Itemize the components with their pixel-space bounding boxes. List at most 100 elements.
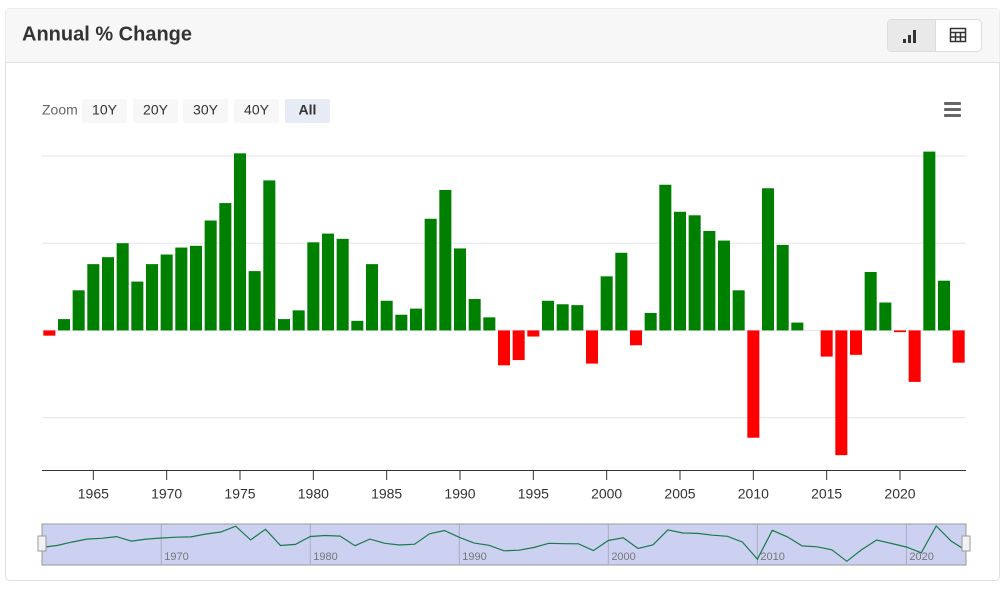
navigator-tick-label: 1990 — [462, 551, 486, 563]
bar — [615, 252, 628, 331]
bar — [307, 242, 320, 331]
bar — [673, 211, 687, 331]
bar — [233, 153, 247, 331]
bar — [703, 230, 716, 331]
bar — [321, 233, 335, 331]
bar — [556, 304, 569, 331]
x-tick-label: 1965 — [78, 486, 109, 502]
bar — [527, 330, 540, 337]
bar — [277, 319, 291, 331]
bar — [483, 317, 496, 331]
bar — [380, 300, 393, 331]
bar — [351, 320, 364, 331]
bar — [263, 180, 276, 331]
bar — [101, 257, 115, 331]
bar — [204, 220, 217, 331]
zoom-button-label[interactable]: 20Y — [143, 102, 169, 118]
navigator-tick-label: 2000 — [611, 551, 635, 563]
bar — [541, 300, 555, 331]
bar — [424, 218, 437, 331]
bar-icon — [903, 30, 916, 43]
chart-view-button[interactable] — [888, 20, 935, 51]
navigator-tick-label: 2020 — [909, 551, 933, 563]
bar — [131, 281, 144, 331]
zoom-button-label[interactable]: 40Y — [244, 102, 270, 118]
bar — [453, 248, 467, 331]
bar — [879, 302, 892, 331]
x-tick-label: 2010 — [738, 486, 769, 502]
zoom-button-label[interactable]: 10Y — [92, 102, 118, 118]
bar — [732, 290, 745, 331]
bar — [395, 314, 408, 331]
bar — [57, 319, 71, 331]
navigator-tick-label: 1980 — [313, 551, 337, 563]
navigator-handle[interactable] — [37, 535, 47, 552]
bar — [468, 299, 481, 331]
navigator-line — [41, 525, 967, 563]
x-tick-label: 1985 — [371, 486, 402, 502]
bar — [776, 244, 789, 331]
zoom-button-label[interactable]: All — [299, 102, 317, 118]
bar — [365, 264, 379, 331]
bar — [145, 264, 159, 331]
bar — [600, 276, 613, 331]
menu-icon[interactable] — [944, 102, 961, 117]
bar — [791, 322, 804, 331]
zoom-button[interactable] — [234, 99, 279, 123]
bar — [571, 305, 584, 331]
bar — [512, 330, 525, 361]
bar — [439, 189, 452, 331]
bar — [87, 264, 100, 331]
bar — [43, 330, 56, 336]
navigator-tick-label: 1970 — [164, 551, 188, 563]
bar — [175, 247, 188, 331]
zoom-button[interactable] — [183, 99, 228, 123]
x-tick-label: 1980 — [298, 486, 329, 502]
zoom-label: Zoom — [42, 102, 78, 118]
zoom-button[interactable] — [82, 99, 127, 123]
x-tick-label: 2005 — [664, 486, 695, 502]
bar — [849, 330, 863, 355]
view-toggle[interactable] — [887, 19, 982, 52]
bar — [116, 243, 129, 331]
bar — [820, 330, 833, 357]
x-tick-label: 1970 — [151, 486, 182, 502]
x-tick-label: 2000 — [591, 486, 622, 502]
x-tick-label: 1975 — [224, 486, 255, 502]
bar — [937, 280, 951, 331]
bar — [72, 290, 85, 331]
zoom-button[interactable] — [285, 99, 330, 123]
navigator-handle[interactable] — [961, 535, 971, 552]
bar — [688, 215, 701, 331]
bar — [585, 330, 599, 364]
x-tick-label: 1995 — [518, 486, 549, 502]
bar — [717, 240, 731, 331]
bar — [644, 312, 657, 331]
bar — [336, 238, 349, 331]
bar — [864, 271, 877, 331]
bar — [747, 330, 760, 438]
zoom-button-label[interactable]: 30Y — [193, 102, 219, 118]
x-tick-label: 1990 — [444, 486, 475, 502]
bar — [189, 245, 203, 331]
bar — [248, 271, 261, 331]
table-icon[interactable] — [949, 27, 967, 43]
zoom-button[interactable] — [133, 99, 178, 123]
bar — [952, 330, 965, 363]
card-header — [5, 8, 1000, 62]
bar — [835, 330, 848, 456]
bar — [893, 330, 907, 333]
bar — [923, 151, 936, 331]
chart-title: Annual % Change — [22, 23, 192, 45]
bar — [219, 203, 232, 331]
bar — [160, 254, 173, 331]
bar — [908, 330, 921, 382]
bar — [761, 188, 775, 331]
bar — [497, 330, 511, 366]
x-tick-label: 2020 — [884, 486, 915, 502]
navigator-tick-label: 2010 — [760, 551, 784, 563]
bar — [629, 330, 643, 346]
bar — [292, 310, 305, 331]
bar — [659, 184, 672, 331]
